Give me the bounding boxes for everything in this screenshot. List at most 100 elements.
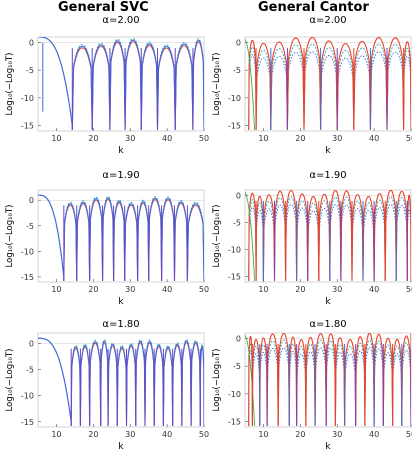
series-red bbox=[38, 37, 204, 130]
x-tick-label: 30 bbox=[125, 134, 135, 143]
y-tick-label: -15 bbox=[228, 121, 241, 130]
series-blue-dashed bbox=[248, 203, 411, 281]
series-blue-dashed bbox=[248, 51, 411, 130]
x-tick-label: 10 bbox=[51, 430, 61, 439]
y-tick-label: -10 bbox=[228, 390, 241, 399]
y-tick-label: -10 bbox=[21, 392, 34, 401]
chart-panel-6: α=1.80 10 20 30 40 50 0 -5 -10 -15 k Log₁₀(−Log₁₀T) bbox=[212, 319, 412, 452]
plot-area bbox=[38, 194, 204, 282]
series-cyan-dashed bbox=[248, 339, 411, 426]
x-tick-label: 50 bbox=[406, 285, 412, 294]
x-tick-label: 10 bbox=[258, 134, 268, 143]
y-axis-label: Log₁₀(−Log₁₀T) bbox=[212, 53, 222, 116]
x-tick-label: 20 bbox=[295, 285, 305, 294]
x-tick-label: 40 bbox=[369, 430, 379, 439]
y-tick-label: 0 bbox=[236, 39, 241, 48]
x-tick-label: 40 bbox=[369, 134, 379, 143]
chart-title: α=2.00 bbox=[309, 15, 346, 26]
y-axis-label: Log₁₀(−Log₁₀T) bbox=[5, 53, 15, 116]
y-tick-label: 0 bbox=[236, 191, 241, 200]
x-tick-label: 40 bbox=[162, 285, 172, 294]
y-tick-label: -10 bbox=[228, 246, 241, 255]
y-tick-label: -5 bbox=[26, 222, 34, 231]
x-tick-label: 30 bbox=[332, 134, 342, 143]
y-axis-label: Log₁₀(−Log₁₀T) bbox=[212, 205, 222, 268]
column-title-svc: General SVC bbox=[58, 0, 149, 15]
series-green bbox=[245, 334, 256, 426]
x-tick-label: 40 bbox=[162, 134, 172, 143]
plot-area bbox=[245, 190, 411, 281]
x-tick-label: 20 bbox=[295, 134, 305, 143]
x-tick-label: 50 bbox=[199, 430, 209, 439]
chart-title: α=1.80 bbox=[102, 319, 139, 330]
series-green bbox=[245, 191, 256, 281]
x-tick-label: 50 bbox=[199, 134, 209, 143]
series-red bbox=[38, 337, 204, 427]
y-tick-label: -10 bbox=[21, 94, 34, 103]
x-tick-label: 30 bbox=[125, 430, 135, 439]
x-tick-label: 20 bbox=[295, 430, 305, 439]
y-tick-label: 0 bbox=[236, 335, 241, 344]
x-axis-label: k bbox=[325, 297, 331, 307]
chart-panel-5: α=1.80 10 20 30 40 50 0 -5 -10 -15 k Log₁₀(−Log₁₀T) bbox=[5, 319, 209, 452]
x-tick-label: 20 bbox=[88, 134, 98, 143]
x-tick-label: 10 bbox=[258, 285, 268, 294]
x-tick-label: 30 bbox=[125, 285, 135, 294]
x-tick-label: 20 bbox=[88, 430, 98, 439]
y-tick-label: -15 bbox=[21, 418, 34, 427]
plot-frame bbox=[37, 189, 205, 283]
y-tick-label: 0 bbox=[29, 196, 34, 205]
y-tick-label: 0 bbox=[29, 39, 34, 48]
plot-area bbox=[38, 37, 204, 130]
series-green bbox=[245, 38, 256, 130]
x-axis-label: k bbox=[118, 297, 124, 307]
chart-title: α=1.80 bbox=[309, 319, 346, 330]
chart-title: α=2.00 bbox=[102, 15, 139, 26]
x-axis-label: k bbox=[118, 146, 124, 156]
series-blue-dashed bbox=[248, 347, 411, 426]
x-tick-label: 40 bbox=[162, 430, 172, 439]
plot-area bbox=[38, 337, 204, 427]
y-axis-label: Log₁₀(−Log₁₀T) bbox=[212, 349, 222, 412]
y-tick-label: -5 bbox=[26, 66, 34, 75]
y-tick-label: -5 bbox=[233, 362, 241, 371]
y-tick-label: -15 bbox=[21, 273, 34, 282]
y-tick-label: -15 bbox=[228, 273, 241, 282]
series-blue bbox=[38, 37, 204, 130]
y-tick-label: -5 bbox=[233, 218, 241, 227]
series-red bbox=[248, 37, 411, 130]
x-tick-label: 10 bbox=[51, 134, 61, 143]
chart-title: α=1.90 bbox=[309, 170, 346, 181]
series-red bbox=[248, 333, 411, 426]
x-tick-label: 30 bbox=[332, 285, 342, 294]
column-title-cantor: General Cantor bbox=[258, 0, 369, 15]
chart-panel-1: α=2.00 10 20 30 40 50 0 -5 -10 -15 k Log₁₀(−Log₁₀T) bbox=[5, 15, 209, 156]
y-tick-label: -15 bbox=[21, 121, 34, 130]
y-axis-label: Log₁₀(−Log₁₀T) bbox=[5, 349, 15, 412]
y-axis-label: Log₁₀(−Log₁₀T) bbox=[5, 205, 15, 268]
y-tick-label: -10 bbox=[228, 94, 241, 103]
y-tick-label: -10 bbox=[21, 247, 34, 256]
plot-area bbox=[245, 37, 411, 130]
y-tick-label: -5 bbox=[233, 66, 241, 75]
series-cyan-dashed bbox=[38, 37, 204, 130]
x-axis-label: k bbox=[325, 442, 331, 452]
x-tick-label: 50 bbox=[406, 134, 412, 143]
y-tick-label: 0 bbox=[29, 339, 34, 348]
chart-title: α=1.90 bbox=[102, 170, 139, 181]
x-axis-label: k bbox=[118, 442, 124, 452]
x-tick-label: 50 bbox=[199, 285, 209, 294]
chart-panel-3: α=1.90 10 20 30 40 50 0 -5 -10 -15 k Log₁₀(−Log₁₀T) bbox=[5, 170, 209, 307]
x-tick-label: 20 bbox=[88, 285, 98, 294]
plot-area bbox=[245, 333, 411, 426]
chart-panel-4: α=1.90 10 20 30 40 50 0 -5 -10 -15 k Log₁₀(−Log₁₀T) bbox=[212, 170, 412, 307]
x-tick-label: 50 bbox=[406, 430, 412, 439]
x-tick-label: 40 bbox=[369, 285, 379, 294]
x-tick-label: 10 bbox=[51, 285, 61, 294]
y-tick-label: -15 bbox=[228, 417, 241, 426]
series-blue bbox=[38, 194, 204, 282]
y-tick-label: -5 bbox=[26, 366, 34, 375]
x-tick-label: 30 bbox=[332, 430, 342, 439]
x-axis-label: k bbox=[325, 146, 331, 156]
